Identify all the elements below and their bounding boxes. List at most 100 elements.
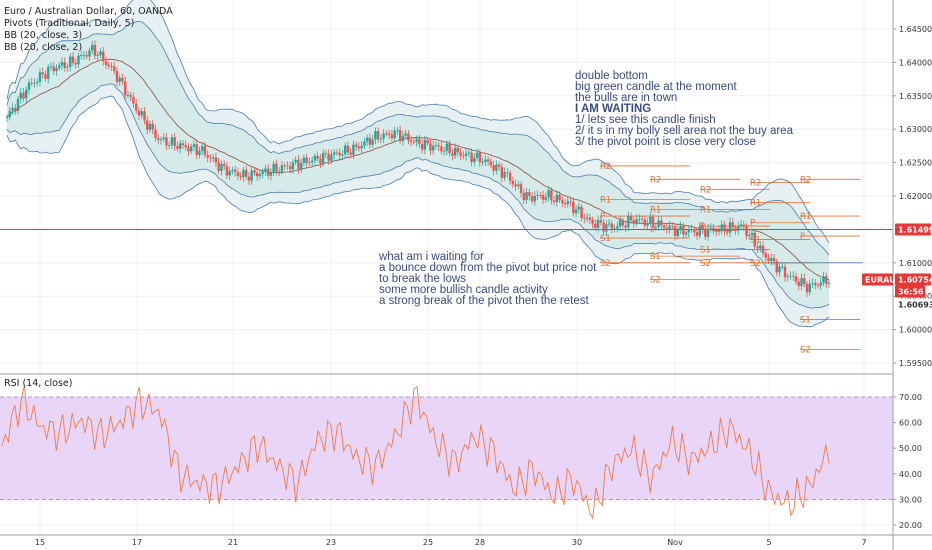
candle-body	[753, 232, 756, 247]
candle-body	[332, 152, 336, 155]
candle-body	[228, 170, 231, 176]
candle-body	[756, 246, 759, 249]
candle-body	[154, 129, 157, 139]
candle-body	[693, 229, 696, 233]
candle-body	[66, 66, 69, 68]
pivot-label: R1	[800, 212, 811, 222]
bb1-legend[interactable]: BB (20, close, 3)	[4, 30, 83, 41]
pivots-legend[interactable]: Pivots (Traditional, Daily, 5)	[4, 18, 135, 29]
candle-body	[371, 139, 374, 145]
pivot-label: S1	[800, 316, 811, 326]
candle-body	[772, 258, 776, 262]
candle-body	[58, 65, 61, 69]
time-tick-label: 7	[861, 538, 866, 547]
rsi-tick-label: 20.00	[899, 521, 922, 530]
price-tick-label: 1.61000	[899, 259, 932, 268]
candle-body	[146, 120, 149, 130]
candle-body	[74, 62, 77, 65]
candle-body	[778, 266, 781, 273]
candle-body	[236, 172, 240, 176]
candle-body	[651, 216, 655, 228]
candle-body	[816, 285, 820, 286]
candle-body	[464, 153, 468, 157]
candle-body	[16, 98, 20, 111]
candle-body	[497, 164, 501, 167]
pivot-lines: R2 R1 P S1 S2 R2 R1 P S1 S2 R2 R1 P S1 S2 R2 R1 P S1 S2 R2 R1…	[0, 162, 893, 356]
candle-body	[640, 218, 644, 220]
time-tick-label: 30	[572, 538, 582, 547]
price-tick-label: 1.62500	[899, 159, 932, 168]
pivot-label: S2	[800, 346, 811, 356]
rsi-tick-label: 70.00	[899, 393, 922, 402]
candle-body	[316, 155, 319, 159]
candle-body	[330, 154, 333, 161]
pivot-label: R2	[650, 175, 661, 185]
candle-body	[547, 190, 550, 198]
candle-body	[25, 89, 28, 99]
candle-body	[448, 143, 451, 154]
candle-body	[135, 103, 138, 111]
candle-body	[277, 171, 281, 173]
candle-body	[728, 222, 732, 233]
candle-body	[742, 224, 745, 227]
candle-body	[88, 50, 91, 57]
candle-body	[327, 153, 330, 161]
candle-body	[668, 225, 671, 230]
candle-body	[739, 224, 743, 227]
candle-body	[783, 266, 787, 278]
candle-body	[280, 165, 284, 172]
symbol-legend[interactable]: Euro / Australian Dollar, 60, OANDA	[4, 6, 173, 17]
candle-body	[792, 275, 795, 277]
candle-body	[827, 283, 831, 284]
candle-body	[49, 66, 53, 68]
candle-body	[767, 257, 770, 261]
candle-body	[137, 110, 141, 116]
candle-body	[503, 172, 506, 178]
candle-body	[561, 200, 564, 204]
candle-body	[385, 133, 388, 135]
candle-body	[624, 225, 627, 228]
price-tick-label: 1.63000	[899, 125, 932, 134]
bb2-legend[interactable]: BB (20, close, 2)	[4, 42, 83, 53]
candle-body	[654, 227, 658, 228]
candle-body	[409, 140, 413, 142]
rsi-legend[interactable]: RSI (14, close)	[4, 378, 73, 389]
candle-body	[563, 203, 567, 205]
candle-body	[297, 159, 300, 170]
candle-timer-badge: 36:56	[898, 288, 924, 297]
candle-body	[467, 152, 471, 154]
note-line: 1/ lets see this candle finish	[575, 114, 716, 126]
hline-price-badge: 1.61499	[898, 225, 932, 234]
candle-body	[539, 194, 542, 196]
candle-body	[473, 157, 476, 163]
pivot-label: R2	[600, 162, 611, 172]
note-line: double bottom	[575, 70, 648, 82]
candle-body	[426, 139, 429, 144]
candle-body	[533, 195, 537, 202]
candle-body	[173, 137, 176, 147]
bb-line	[6, 20, 830, 256]
candle-body	[393, 130, 396, 139]
candle-body	[621, 220, 625, 226]
candle-body	[231, 169, 234, 171]
candle-body	[321, 153, 325, 164]
candle-body	[401, 135, 405, 142]
symbol-badge: EURAUD	[865, 276, 903, 285]
candle-body	[577, 206, 581, 210]
candle-body	[420, 144, 424, 150]
note-line: I AM WAITING	[575, 103, 652, 115]
price-tick-label: 1.64000	[899, 58, 932, 67]
candle-body	[44, 74, 47, 79]
candle-body	[338, 152, 341, 156]
candle-body	[352, 144, 355, 155]
candle-body	[269, 172, 273, 176]
candle-body	[638, 218, 641, 220]
candle-body	[701, 226, 704, 230]
note-line: big green candle at the moment	[575, 81, 737, 93]
pivot-label: P	[650, 225, 655, 235]
candle-body	[91, 44, 94, 51]
candle-body	[85, 55, 88, 57]
candle-body	[30, 82, 33, 84]
candle-body	[541, 195, 545, 200]
